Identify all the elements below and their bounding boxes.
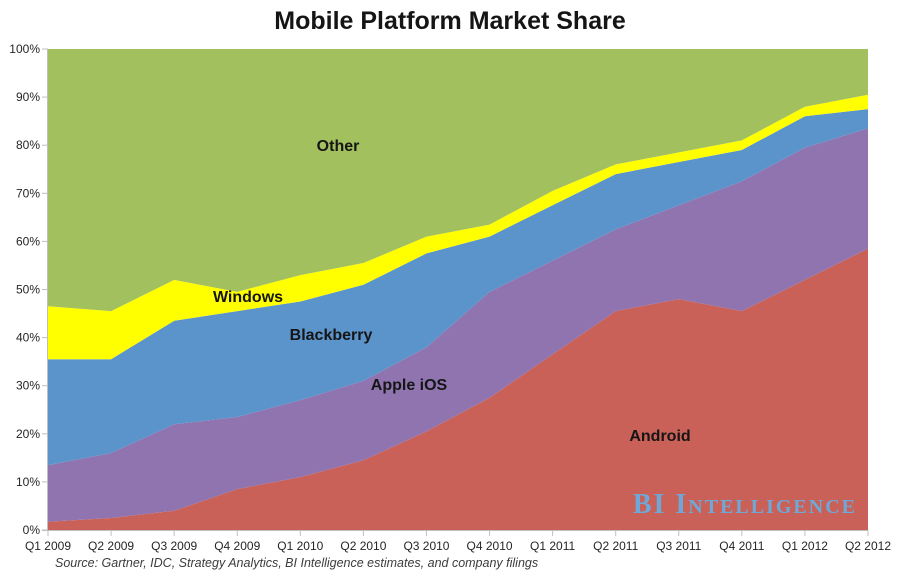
y-tick-label: 0% xyxy=(23,523,41,537)
x-tick-label: Q1 2009 xyxy=(25,539,71,553)
area-label-apple-ios: Apple iOS xyxy=(370,377,448,394)
area-blackberry xyxy=(48,109,868,466)
x-tick-label: Q1 2010 xyxy=(277,539,323,553)
y-tick-label: 10% xyxy=(16,475,40,489)
x-tick-label: Q4 2011 xyxy=(719,539,764,553)
y-tick-label: 70% xyxy=(16,186,40,200)
area-label-windows: Windows xyxy=(212,289,284,306)
area-label-android: Android xyxy=(629,428,691,445)
area-label-other: Other xyxy=(316,138,360,155)
y-tick-label: 80% xyxy=(16,138,40,152)
x-tick-label: Q4 2009 xyxy=(214,539,260,553)
source-note: Source: Gartner, IDC, Strategy Analytics… xyxy=(55,556,539,570)
y-tick-label: 100% xyxy=(9,42,40,56)
x-tick-label: Q1 2012 xyxy=(782,539,828,553)
area-apple-ios xyxy=(48,128,868,522)
x-tick-label: Q3 2010 xyxy=(403,539,449,553)
area-other xyxy=(48,49,868,312)
area-label-blackberry: Blackberry xyxy=(289,327,373,344)
x-tick-label: Q1 2011 xyxy=(530,539,575,553)
y-tick-label: 30% xyxy=(16,379,40,393)
y-tick-label: 50% xyxy=(16,283,40,297)
y-tick-label: 20% xyxy=(16,427,40,441)
y-tick-label: 90% xyxy=(16,90,40,104)
area-android xyxy=(48,248,868,530)
y-tick-label: 40% xyxy=(16,331,40,345)
y-tick-label: 60% xyxy=(16,234,40,248)
x-tick-label: Q2 2009 xyxy=(88,539,134,553)
x-tick-label: Q4 2010 xyxy=(467,539,513,553)
chart-title: Mobile Platform Market Share xyxy=(274,7,626,35)
x-tick-label: Q2 2010 xyxy=(340,539,386,553)
x-tick-label: Q3 2009 xyxy=(151,539,197,553)
area-windows xyxy=(48,94,868,360)
x-tick-label: Q3 2011 xyxy=(656,539,701,553)
x-tick-label: Q2 2011 xyxy=(593,539,638,553)
watermark: BI Intelligence xyxy=(632,489,857,520)
x-tick-label: Q2 2012 xyxy=(845,539,891,553)
